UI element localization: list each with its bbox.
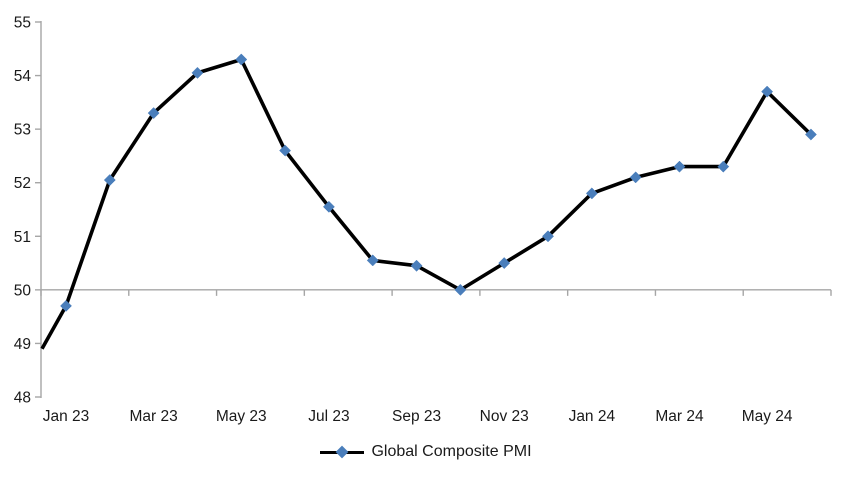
data-point-marker: [410, 259, 423, 272]
data-point-marker: [454, 283, 467, 296]
data-point-marker: [103, 174, 116, 186]
data-point-marker: [279, 144, 292, 157]
x-tick-label: Mar 24: [655, 408, 704, 425]
data-point-marker: [717, 160, 730, 173]
data-point-marker: [542, 230, 554, 243]
legend-line-sample: [320, 445, 365, 459]
y-tick-label: 50: [14, 282, 32, 299]
y-tick-label: 55: [14, 15, 31, 32]
x-tick-label: Jan 24: [569, 408, 616, 425]
data-point-marker: [761, 85, 774, 98]
legend-diamond-icon: [336, 445, 349, 459]
y-tick-label: 53: [14, 122, 31, 139]
y-tick-label: 48: [14, 390, 31, 407]
y-tick-label: 51: [14, 229, 31, 246]
data-point-marker: [322, 200, 335, 213]
x-tick-label: Sep 23: [392, 408, 441, 425]
data-point-marker: [366, 254, 379, 267]
x-tick-label: Nov 23: [480, 408, 529, 425]
x-tick-label: May 23: [216, 408, 267, 425]
y-tick-label: 52: [14, 175, 31, 192]
data-point-marker: [673, 160, 686, 173]
data-point-marker: [804, 128, 817, 141]
data-point-marker: [191, 66, 204, 79]
data-point-marker: [235, 53, 248, 66]
x-tick-label: Mar 23: [130, 408, 178, 425]
x-tick-label: Jan 23: [43, 408, 90, 425]
data-point-marker: [585, 187, 598, 200]
y-tick-label: 49: [14, 336, 31, 353]
x-tick-label: Jul 23: [308, 408, 349, 425]
series-line: [40, 57, 813, 350]
legend-label: Global Composite PMI: [371, 443, 532, 460]
data-point-marker: [629, 171, 642, 184]
x-tick-label: May 24: [742, 408, 793, 425]
y-tick-label: 54: [14, 68, 32, 85]
legend: Global Composite PMI: [0, 440, 852, 464]
data-point-marker: [147, 107, 160, 120]
data-point-marker: [60, 299, 72, 312]
data-point-marker: [498, 257, 511, 270]
